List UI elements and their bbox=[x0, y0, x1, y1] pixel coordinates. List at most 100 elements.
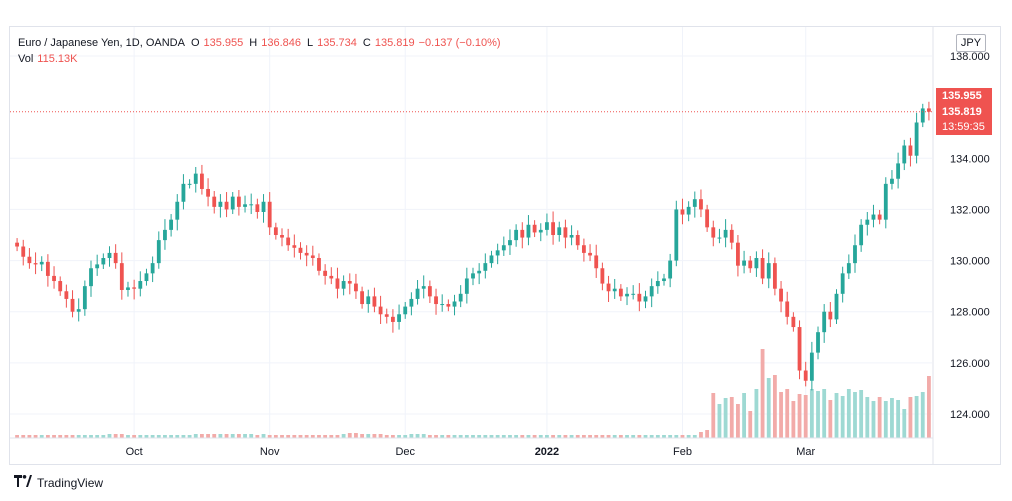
candle-body bbox=[193, 173, 198, 184]
volume-bar bbox=[132, 435, 137, 438]
volume-bar bbox=[181, 435, 186, 438]
candle-body bbox=[249, 204, 254, 206]
volume-bar bbox=[236, 434, 241, 438]
volume-bar bbox=[45, 435, 50, 438]
chart-frame[interactable] bbox=[9, 26, 1001, 465]
time-axis[interactable]: Oct Nov Dec 2022 Feb Mar bbox=[10, 437, 933, 458]
volume-bar bbox=[323, 435, 328, 438]
y-tick-label: 132.000 bbox=[950, 204, 990, 216]
candle-body bbox=[846, 263, 851, 274]
volume-bar bbox=[643, 435, 648, 438]
candle-body bbox=[902, 145, 907, 164]
y-tick-label: 134.000 bbox=[950, 153, 990, 165]
volume-bar bbox=[471, 435, 475, 438]
candle-body bbox=[163, 229, 167, 241]
volume-bar bbox=[230, 434, 235, 438]
volume-bar bbox=[446, 435, 451, 438]
candle-body bbox=[434, 296, 438, 305]
candle-body bbox=[255, 204, 260, 212]
candle-body bbox=[378, 306, 383, 315]
volume-bar bbox=[655, 435, 660, 438]
candle-body bbox=[187, 183, 192, 185]
volume-bar bbox=[292, 435, 297, 438]
volume-bar bbox=[477, 435, 482, 438]
candle-body bbox=[360, 291, 365, 305]
candle-body bbox=[126, 287, 130, 290]
candle-body bbox=[520, 229, 525, 238]
candle-body bbox=[224, 201, 229, 210]
symbol-title[interactable]: Euro / Japanese Yen, 1D, OANDA bbox=[18, 37, 185, 49]
close-label: C bbox=[362, 37, 371, 49]
candle-body bbox=[261, 201, 266, 212]
volume-bar bbox=[563, 435, 568, 438]
volume-label[interactable]: Vol bbox=[18, 53, 34, 65]
volume-bar bbox=[766, 378, 771, 438]
volume-bar bbox=[70, 435, 75, 438]
candle-body bbox=[809, 352, 814, 381]
candle-body bbox=[286, 237, 291, 246]
candle-body bbox=[692, 199, 697, 207]
volume-bar bbox=[686, 435, 691, 438]
volume-bar bbox=[144, 435, 149, 438]
volume-bar bbox=[520, 435, 525, 438]
candle-body bbox=[717, 237, 722, 239]
candle-body bbox=[908, 145, 913, 156]
volume-bar bbox=[890, 398, 894, 438]
tradingview-logo[interactable]: TradingView bbox=[14, 475, 103, 490]
candle-body bbox=[144, 273, 149, 282]
x-tick-label: Feb bbox=[673, 446, 692, 458]
y-tick-label: 126.000 bbox=[950, 358, 990, 370]
y-tick-label: 128.000 bbox=[950, 307, 990, 319]
volume-bar bbox=[674, 435, 679, 438]
change-value: −0.137 (−0.10%) bbox=[418, 37, 501, 49]
candle-body bbox=[212, 196, 217, 207]
candle-body bbox=[440, 304, 445, 306]
volume-bar bbox=[557, 435, 562, 438]
volume-bar bbox=[39, 435, 44, 438]
candle-body bbox=[760, 258, 765, 279]
candle-body bbox=[631, 293, 636, 295]
candle-body bbox=[772, 263, 777, 289]
candle-body bbox=[581, 245, 586, 253]
candle-body bbox=[39, 261, 44, 265]
candle-body bbox=[317, 258, 321, 271]
candle-body bbox=[686, 206, 691, 215]
volume-bar bbox=[200, 434, 204, 438]
volume-bar bbox=[280, 435, 284, 438]
candle-body bbox=[421, 286, 426, 289]
volume-bar bbox=[625, 435, 629, 438]
y-tick-label: 124.000 bbox=[950, 409, 990, 421]
volume-bar bbox=[427, 435, 432, 438]
candle-body bbox=[335, 278, 340, 289]
volume-bar bbox=[249, 434, 254, 438]
candle-body bbox=[754, 258, 759, 269]
volume-bar bbox=[298, 435, 303, 438]
volume-bar bbox=[699, 432, 703, 438]
volume-bar bbox=[853, 392, 857, 438]
volume-bar bbox=[243, 434, 247, 438]
candle-body bbox=[169, 219, 174, 230]
volume-bar bbox=[816, 391, 820, 438]
price-axis[interactable]: 138.000 134.000 132.000 130.000 128.000 126.0… bbox=[932, 27, 990, 464]
candle-body bbox=[508, 240, 512, 246]
volume-bar bbox=[846, 389, 851, 438]
tradingview-logo-icon bbox=[14, 475, 32, 490]
candle-body bbox=[803, 370, 808, 381]
grid bbox=[10, 27, 932, 438]
candle-body bbox=[150, 263, 155, 274]
volume-bar bbox=[717, 404, 722, 438]
volume-bar bbox=[384, 435, 389, 438]
volume-bar bbox=[150, 435, 155, 438]
candle-body bbox=[569, 235, 574, 238]
candle-body bbox=[89, 268, 93, 287]
candle-body bbox=[816, 332, 820, 353]
candle-body bbox=[785, 301, 790, 317]
candle-body bbox=[33, 263, 38, 265]
currency-button[interactable]: JPY bbox=[956, 34, 986, 52]
candle-body bbox=[156, 240, 161, 264]
candle-body bbox=[477, 270, 482, 274]
volume-bar bbox=[169, 435, 174, 438]
candle-body bbox=[588, 252, 592, 256]
candle-body bbox=[883, 183, 888, 220]
